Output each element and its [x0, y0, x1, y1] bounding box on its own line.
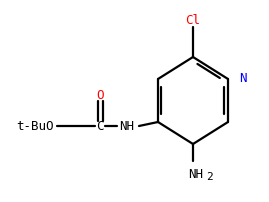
Text: Cl: Cl — [186, 14, 200, 26]
Text: C: C — [96, 120, 104, 133]
Text: 2: 2 — [206, 171, 213, 181]
Text: O: O — [96, 88, 104, 101]
Text: N: N — [239, 71, 247, 84]
Text: NH: NH — [119, 120, 134, 133]
Text: t-BuO: t-BuO — [16, 120, 54, 133]
Text: NH: NH — [188, 168, 203, 181]
